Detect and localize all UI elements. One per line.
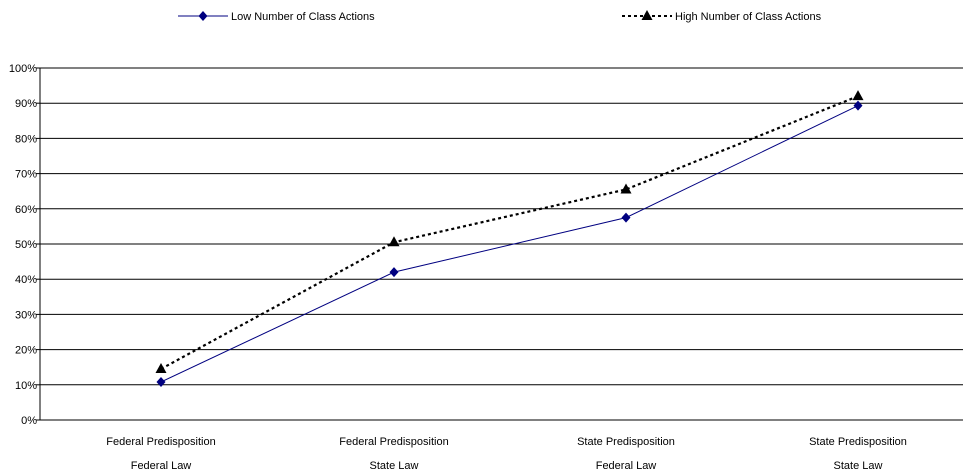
data-point-high	[620, 183, 632, 194]
x-tick-label-line2: State Law	[834, 460, 883, 472]
x-tick-label-line2: Federal Law	[131, 460, 192, 472]
y-tick-label: 90%	[15, 98, 37, 110]
y-tick-label: 60%	[15, 204, 37, 216]
y-tick-label: 30%	[15, 309, 37, 321]
y-tick-label: 80%	[15, 133, 37, 145]
y-tick-label: 100%	[9, 63, 37, 75]
x-tick-label-line1: State Predisposition	[809, 436, 907, 448]
x-tick-label-line1: Federal Predisposition	[106, 436, 215, 448]
y-tick-label: 70%	[15, 169, 37, 181]
data-point-low	[621, 212, 631, 223]
legend-marker	[198, 11, 208, 21]
y-tick-label: 10%	[15, 380, 37, 392]
y-tick-label: 50%	[15, 239, 37, 251]
legend: Low Number of Class Actions High Number o…	[178, 10, 822, 23]
data-point-high	[852, 90, 864, 101]
data-point-high	[388, 236, 400, 247]
x-tick-label-line1: Federal Predisposition	[339, 436, 448, 448]
series-line-low	[160, 105, 859, 383]
data-point-low	[389, 267, 399, 278]
x-tick-label-line2: Federal Law	[596, 460, 657, 472]
x-tick-label-line2: State Law	[370, 460, 419, 472]
y-tick-label: 0%	[21, 415, 37, 427]
gridlines	[40, 67, 963, 386]
y-tick-label: 20%	[15, 345, 37, 357]
data-point-high	[155, 362, 167, 373]
x-tick-label-line1: State Predisposition	[577, 436, 675, 448]
series-line-high	[160, 95, 859, 370]
series-group	[155, 90, 864, 387]
data-point-low	[853, 100, 863, 111]
y-axis: 0% 10% 20% 30% 40% 50% 60% 70% 80% 90% 100%	[9, 63, 41, 427]
x-axis: Federal Predisposition Federal Law Federal…	[40, 419, 963, 472]
legend-label: High Number of Class Actions	[675, 11, 822, 23]
data-point-low	[156, 376, 166, 387]
legend-marker	[641, 10, 653, 20]
y-tick-label: 40%	[15, 274, 37, 286]
legend-label: Low Number of Class Actions	[231, 11, 375, 23]
